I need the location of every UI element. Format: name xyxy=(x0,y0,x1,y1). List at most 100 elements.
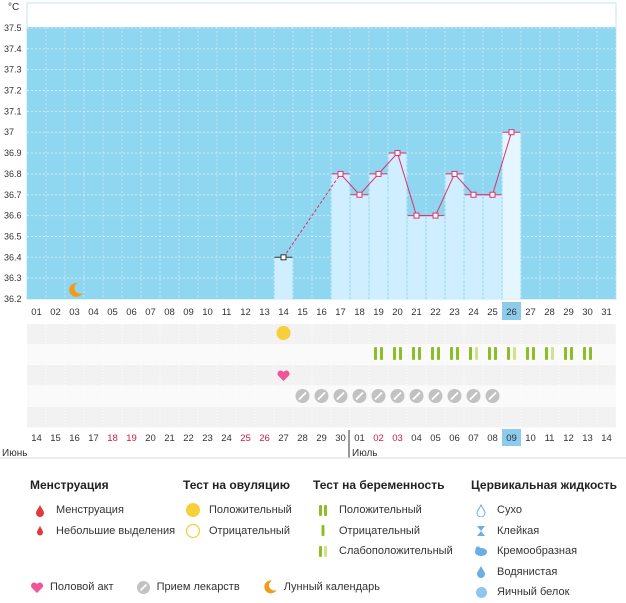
bbt-chart: 36.2 36.3 36.4 36.5 36.6 36.7 36.8 36.9 37 37.1 37… xyxy=(0,2,626,459)
date-label: 06 xyxy=(126,307,137,318)
y-axis-unit: °C xyxy=(8,2,19,13)
pregnancy-test-stripe xyxy=(418,347,421,360)
date-label: 28 xyxy=(297,433,308,444)
egg-white-icon xyxy=(471,586,491,599)
pregnancy-test-stripe xyxy=(545,347,548,360)
pregnancy-test-stripe xyxy=(469,347,472,360)
legend-title: Цервикальная жидкость xyxy=(471,478,618,492)
legend-item-label: Отрицательный xyxy=(209,524,290,537)
pill-icon-stroke xyxy=(450,391,459,401)
date-label: 24 xyxy=(468,307,479,318)
yellow-circle-icon xyxy=(183,502,203,518)
pregnancy-test-stripe xyxy=(564,347,567,360)
legend-item-label: Яичный белок xyxy=(497,586,570,599)
y-tick-label: 37 xyxy=(4,127,14,137)
legend-item-lunar: Лунный календарь xyxy=(262,579,380,595)
date-label: 14 xyxy=(31,433,42,444)
empty-circle-icon xyxy=(183,523,203,539)
date-label: 31 xyxy=(601,307,612,318)
double-stripe-icon xyxy=(313,504,333,517)
legend-item-pregnancy-positive: Положительный xyxy=(313,500,453,521)
date-label: 13 xyxy=(582,433,593,444)
pregnancy-test-stripe xyxy=(456,347,459,360)
legend-item-label: Сухо xyxy=(497,504,522,517)
date-label: 20 xyxy=(145,433,156,444)
y-tick-label: 37.4 xyxy=(4,44,22,54)
date-label: 27 xyxy=(278,433,289,444)
date-label: 17 xyxy=(335,307,346,318)
pregnancy-test-stripe xyxy=(513,347,516,360)
legend-item-ovulation-negative: Отрицательный xyxy=(183,521,292,542)
legend-item-watery: Водянистая xyxy=(471,562,617,583)
y-tick-label: 36.7 xyxy=(4,190,22,200)
y-tick-label: 36.3 xyxy=(4,273,22,283)
date-label: 02 xyxy=(373,433,384,444)
temperature-point xyxy=(508,129,515,136)
legend-title: Менструация xyxy=(30,478,109,492)
legend-item-sticky: Клейкая xyxy=(471,521,617,542)
legend-item-label: Прием лекарств xyxy=(156,581,240,593)
outline-drop-icon xyxy=(471,503,491,517)
legend-item-dry: Сухо xyxy=(471,500,617,521)
pill-icon-stroke xyxy=(469,391,478,401)
date-label: 05 xyxy=(107,307,118,318)
pregnancy-test-stripe xyxy=(475,347,478,360)
weak-stripe-icon xyxy=(313,545,333,558)
temperature-bar xyxy=(483,194,502,299)
temperature-point xyxy=(280,254,287,261)
temperature-point xyxy=(489,191,496,198)
date-label: 06 xyxy=(449,433,460,444)
legend-item-label: Половой акт xyxy=(50,581,114,593)
y-tick-label: 36.6 xyxy=(4,211,22,221)
temperature-point xyxy=(375,170,382,177)
pill-icon-stroke xyxy=(355,391,364,401)
month-label: Июль xyxy=(352,448,378,459)
legend-item-spotting: Небольшие выделения xyxy=(30,521,175,542)
date-label: 14 xyxy=(601,433,612,444)
temperature-segment xyxy=(283,173,341,258)
date-label: 07 xyxy=(145,307,156,318)
temperature-bar xyxy=(426,215,445,299)
date-label: 30 xyxy=(582,307,593,318)
legend-item-label: Кремообразная xyxy=(497,545,578,558)
legend-title: Тест на беременность xyxy=(313,478,445,492)
date-label: 21 xyxy=(411,307,422,318)
pregnancy-test-stripe xyxy=(431,347,434,360)
date-label: 08 xyxy=(487,433,498,444)
hourglass-icon xyxy=(471,525,491,537)
moon-icon xyxy=(262,579,278,595)
y-tick-label: 37.3 xyxy=(4,65,22,75)
date-label: 01 xyxy=(31,307,42,318)
date-label: 30 xyxy=(335,433,346,444)
date-label: 24 xyxy=(221,433,232,444)
legend-pregnancy: Тест на беременность Положительный Отриц… xyxy=(313,478,453,562)
date-label: 25 xyxy=(240,433,251,444)
date-label: 22 xyxy=(430,307,441,318)
legend-item-label: Лунный календарь xyxy=(283,581,380,593)
legend-item-label: Положительный xyxy=(339,504,422,517)
panel-row xyxy=(27,365,616,386)
date-label: 25 xyxy=(487,307,498,318)
pregnancy-test-stripe xyxy=(583,347,586,360)
date-label: 04 xyxy=(88,307,99,318)
pregnancy-test-stripe xyxy=(551,347,554,360)
moon-icon xyxy=(69,282,83,297)
temperature-bar xyxy=(388,153,407,299)
panel-row xyxy=(27,324,616,345)
legend-item-ovulation-positive: Положительный xyxy=(183,500,292,521)
legend-cervical: Цервикальная жидкость Сухо Клейкая Кремо… xyxy=(471,478,617,603)
date-label: 12 xyxy=(563,433,574,444)
date-label: 08 xyxy=(164,307,175,318)
pregnancy-test-stripe xyxy=(393,347,396,360)
drop-icon xyxy=(30,504,50,517)
pill-icon-stroke xyxy=(412,391,421,401)
heart-icon xyxy=(30,581,44,594)
date-label: 03 xyxy=(392,433,403,444)
pill-icon-stroke xyxy=(431,391,440,401)
highlight-date-box xyxy=(502,429,521,446)
legend-item-menstruation: Менструация xyxy=(30,500,175,521)
date-label: 11 xyxy=(222,307,232,318)
temperature-segment xyxy=(397,152,417,216)
legend-item-egg-white: Яичный белок xyxy=(471,582,617,603)
y-tick-label: 36.8 xyxy=(4,169,22,179)
